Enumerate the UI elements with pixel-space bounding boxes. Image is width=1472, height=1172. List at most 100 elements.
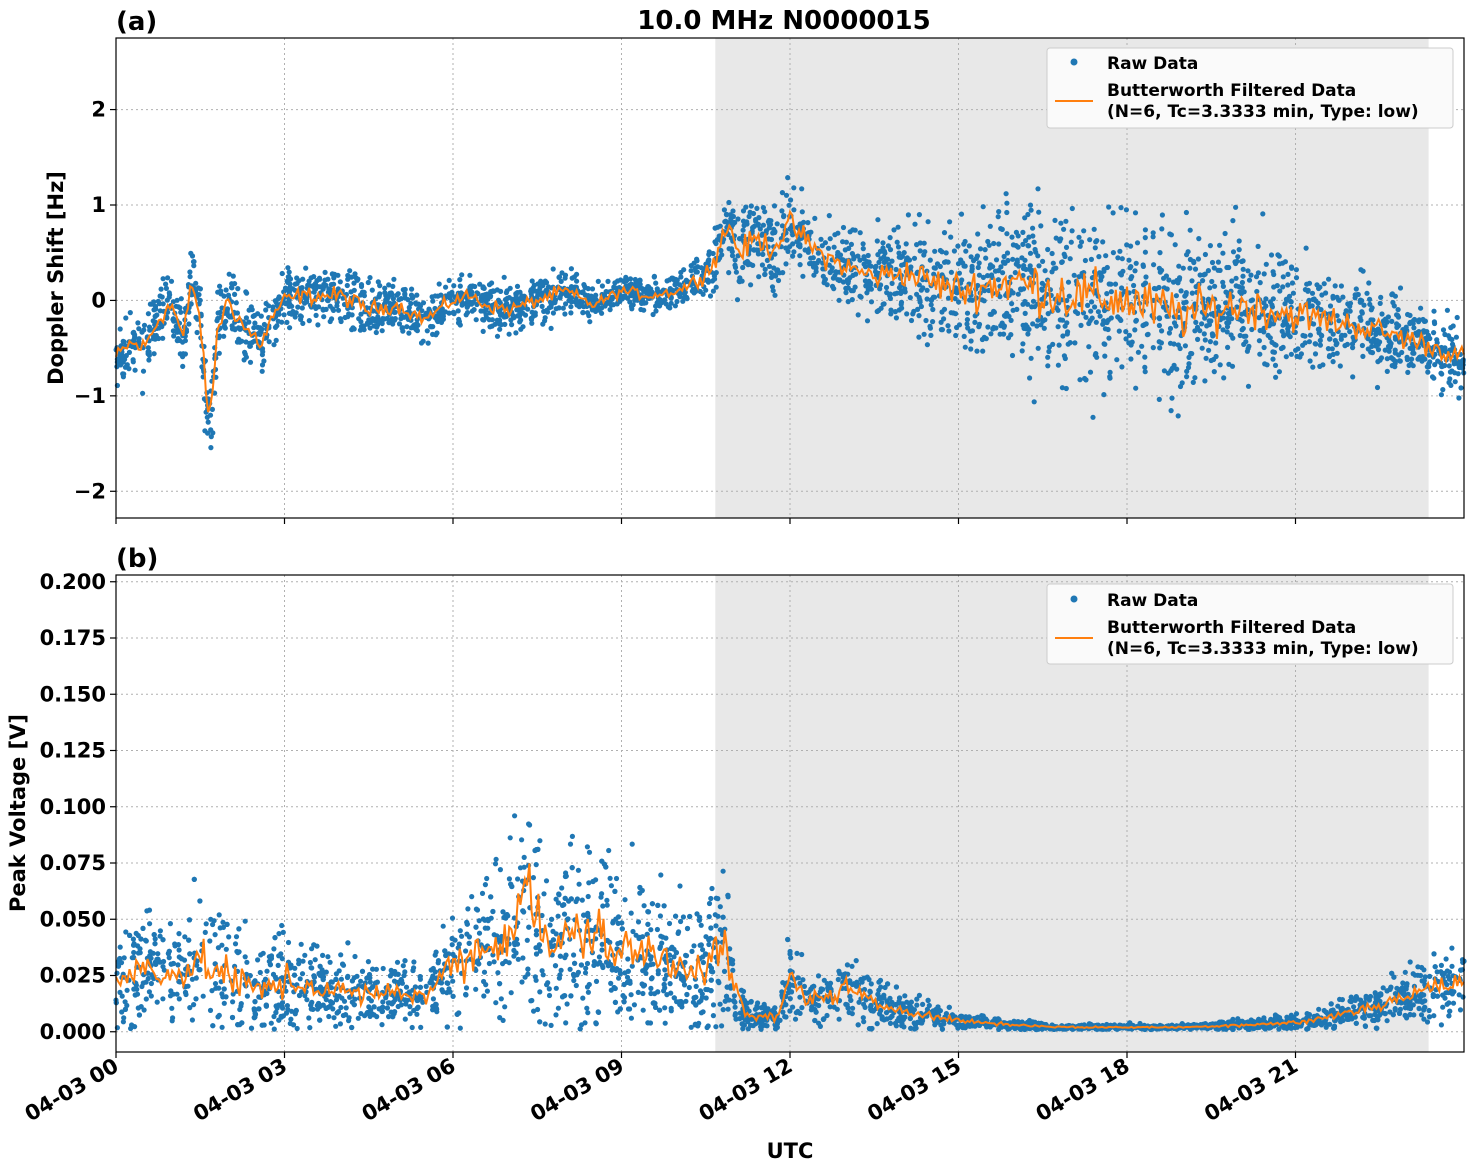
raw-data-point xyxy=(266,339,272,345)
raw-data-point xyxy=(274,323,280,329)
raw-data-point xyxy=(1369,343,1375,349)
raw-data-point xyxy=(380,965,386,972)
raw-data-point xyxy=(376,293,382,299)
raw-data-point xyxy=(552,300,558,306)
raw-data-point xyxy=(1248,298,1254,304)
raw-data-point xyxy=(1128,276,1134,282)
raw-data-point xyxy=(992,268,999,274)
raw-data-point xyxy=(1282,259,1288,265)
raw-data-point xyxy=(1151,262,1157,268)
raw-data-point xyxy=(850,288,856,294)
raw-data-point xyxy=(131,949,137,956)
raw-data-point xyxy=(868,299,875,305)
raw-data-point xyxy=(152,333,158,339)
raw-data-point xyxy=(1042,268,1048,274)
raw-data-point xyxy=(1069,228,1075,234)
raw-data-point xyxy=(721,968,728,975)
legend-label-raw: Raw Data xyxy=(1107,54,1198,74)
raw-data-point xyxy=(917,248,923,254)
raw-data-point xyxy=(1207,339,1213,345)
raw-data-point xyxy=(432,293,438,299)
raw-data-point xyxy=(780,270,786,276)
raw-data-point xyxy=(891,227,897,233)
raw-data-point xyxy=(693,983,699,990)
raw-data-point xyxy=(1269,302,1275,308)
raw-data-point xyxy=(1334,350,1340,356)
raw-data-point xyxy=(1257,351,1263,357)
raw-data-point xyxy=(1212,283,1218,289)
raw-data-point xyxy=(781,214,787,220)
raw-data-point xyxy=(598,305,605,311)
raw-data-point xyxy=(135,1005,141,1011)
raw-data-point xyxy=(810,255,816,261)
raw-data-point xyxy=(1406,362,1412,368)
raw-data-point xyxy=(155,298,161,304)
raw-data-point xyxy=(506,331,512,337)
raw-data-point xyxy=(1031,399,1037,405)
raw-data-point xyxy=(270,971,277,978)
raw-data-point xyxy=(1009,352,1016,359)
raw-data-point xyxy=(513,291,519,297)
raw-data-point xyxy=(1256,315,1262,321)
raw-data-point xyxy=(617,298,623,304)
raw-data-point xyxy=(1273,374,1279,380)
raw-data-point xyxy=(568,266,575,272)
raw-data-point xyxy=(413,327,419,333)
raw-data-point xyxy=(1316,326,1322,332)
raw-data-point xyxy=(1366,280,1372,286)
raw-data-point xyxy=(1072,340,1078,346)
raw-data-point xyxy=(584,310,591,316)
raw-data-point xyxy=(402,292,408,298)
raw-data-point xyxy=(402,286,408,293)
raw-data-point xyxy=(975,264,981,271)
raw-data-point xyxy=(732,1004,738,1010)
raw-data-point xyxy=(755,222,761,228)
raw-data-point xyxy=(406,330,412,336)
raw-data-point xyxy=(1298,351,1304,357)
raw-data-point xyxy=(1225,344,1231,350)
raw-data-point xyxy=(740,1026,746,1032)
raw-data-point xyxy=(1089,299,1095,305)
raw-data-point xyxy=(351,280,357,286)
raw-data-point xyxy=(676,929,682,935)
raw-data-point xyxy=(489,323,495,329)
raw-data-point xyxy=(1235,254,1241,260)
raw-data-point xyxy=(766,221,772,227)
raw-data-point xyxy=(1270,356,1276,362)
raw-data-point xyxy=(1106,281,1112,287)
raw-data-point xyxy=(1310,296,1316,303)
raw-data-point xyxy=(615,941,621,947)
raw-data-point xyxy=(202,428,208,434)
raw-data-point xyxy=(1140,282,1147,288)
raw-data-point xyxy=(384,297,390,303)
raw-data-point xyxy=(822,276,829,282)
raw-data-point xyxy=(1225,310,1231,317)
raw-data-point xyxy=(1132,268,1138,274)
raw-data-point xyxy=(235,286,241,292)
raw-data-point xyxy=(1191,258,1197,264)
raw-data-point xyxy=(1394,321,1400,327)
raw-data-point xyxy=(124,987,130,993)
raw-data-point xyxy=(996,241,1002,247)
raw-data-point xyxy=(985,324,991,330)
legend-label-filtered-params: (N=6, Tc=3.3333 min, Type: low) xyxy=(1107,102,1419,122)
raw-data-point xyxy=(678,918,684,925)
raw-data-point xyxy=(279,270,285,277)
raw-data-point xyxy=(528,315,534,321)
raw-data-point xyxy=(1045,363,1051,369)
raw-data-point xyxy=(772,272,778,278)
raw-data-point xyxy=(1128,342,1134,348)
raw-data-point xyxy=(1040,318,1046,324)
raw-data-point xyxy=(260,349,266,355)
raw-data-point xyxy=(948,269,955,275)
raw-data-point xyxy=(790,241,796,247)
raw-data-point xyxy=(1078,322,1084,328)
raw-data-point xyxy=(158,286,164,292)
raw-data-point xyxy=(964,317,971,323)
raw-data-point xyxy=(1236,247,1242,253)
raw-data-point xyxy=(160,335,166,341)
raw-data-point xyxy=(414,1011,420,1017)
raw-data-point xyxy=(1098,273,1104,280)
raw-data-point xyxy=(1022,298,1028,305)
raw-data-point xyxy=(726,199,732,206)
